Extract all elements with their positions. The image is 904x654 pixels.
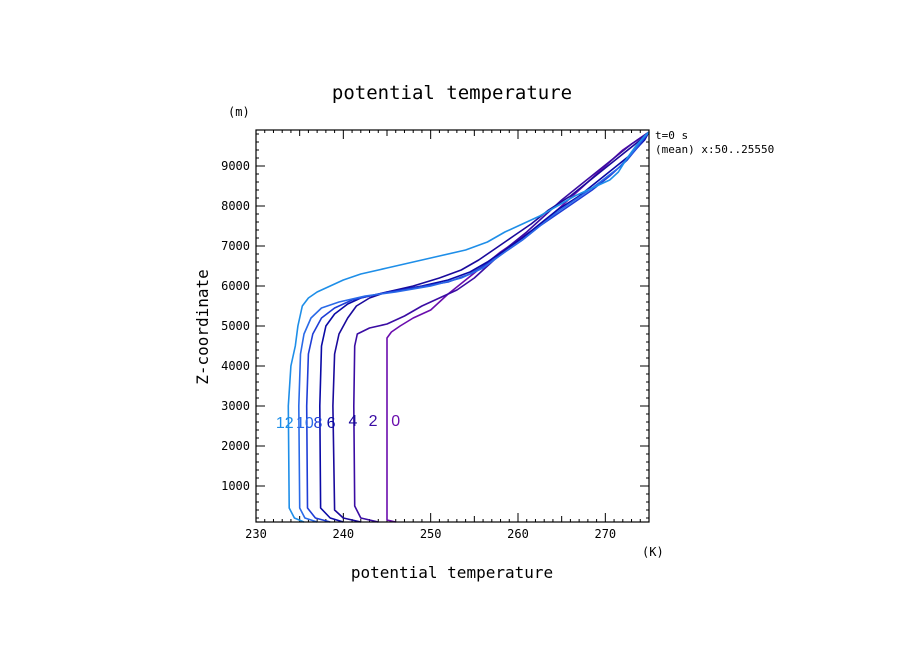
series-line-8 bbox=[305, 131, 650, 523]
y-unit-label: (m) bbox=[228, 105, 250, 119]
y-tick-label: 2000 bbox=[221, 439, 250, 453]
x-tick-label: 260 bbox=[507, 527, 529, 541]
y-axis-label: Z-coordinate bbox=[193, 269, 212, 385]
curve-label-0: 0 bbox=[391, 413, 400, 430]
series-line-2 bbox=[353, 131, 650, 523]
x-axis-label: potential temperature bbox=[351, 563, 553, 582]
curve-label-6: 6 bbox=[327, 415, 336, 432]
curve-label-2: 2 bbox=[369, 413, 378, 430]
x-tick-label: 240 bbox=[332, 527, 354, 541]
series-line-0 bbox=[386, 131, 650, 523]
time-annotation: t=0 s bbox=[655, 129, 688, 142]
y-tick-label: 4000 bbox=[221, 359, 250, 373]
y-tick-label: 8000 bbox=[221, 199, 250, 213]
y-tick-label: 1000 bbox=[221, 479, 250, 493]
series-line-12 bbox=[287, 131, 650, 523]
tick-labels: 230 240 250 260 2701000200030004000500060007… bbox=[221, 159, 616, 541]
mean-annotation: (mean) x:50..25550 bbox=[655, 143, 774, 156]
x-tick-label: 230 bbox=[245, 527, 267, 541]
y-tick-label: 9000 bbox=[221, 159, 250, 173]
x-tick-label: 250 bbox=[420, 527, 442, 541]
y-tick-label: 6000 bbox=[221, 279, 250, 293]
chart-title: potential temperature bbox=[332, 82, 572, 104]
x-tick-label: 270 bbox=[594, 527, 616, 541]
curve-label-12: 12 bbox=[276, 415, 294, 432]
y-tick-label: 3000 bbox=[221, 399, 250, 413]
plot-frame bbox=[255, 129, 650, 523]
curve-label-8: 8 bbox=[314, 415, 323, 432]
curve-label-4: 4 bbox=[348, 413, 357, 430]
series-line-6 bbox=[319, 131, 650, 523]
y-tick-label: 5000 bbox=[221, 319, 250, 333]
x-unit-label: (K) bbox=[642, 545, 664, 559]
plot-lines bbox=[287, 131, 650, 523]
series-line-4 bbox=[332, 131, 650, 523]
series-line-10 bbox=[298, 131, 650, 523]
y-tick-label: 7000 bbox=[221, 239, 250, 253]
curve-label-10: 10 bbox=[296, 415, 314, 432]
